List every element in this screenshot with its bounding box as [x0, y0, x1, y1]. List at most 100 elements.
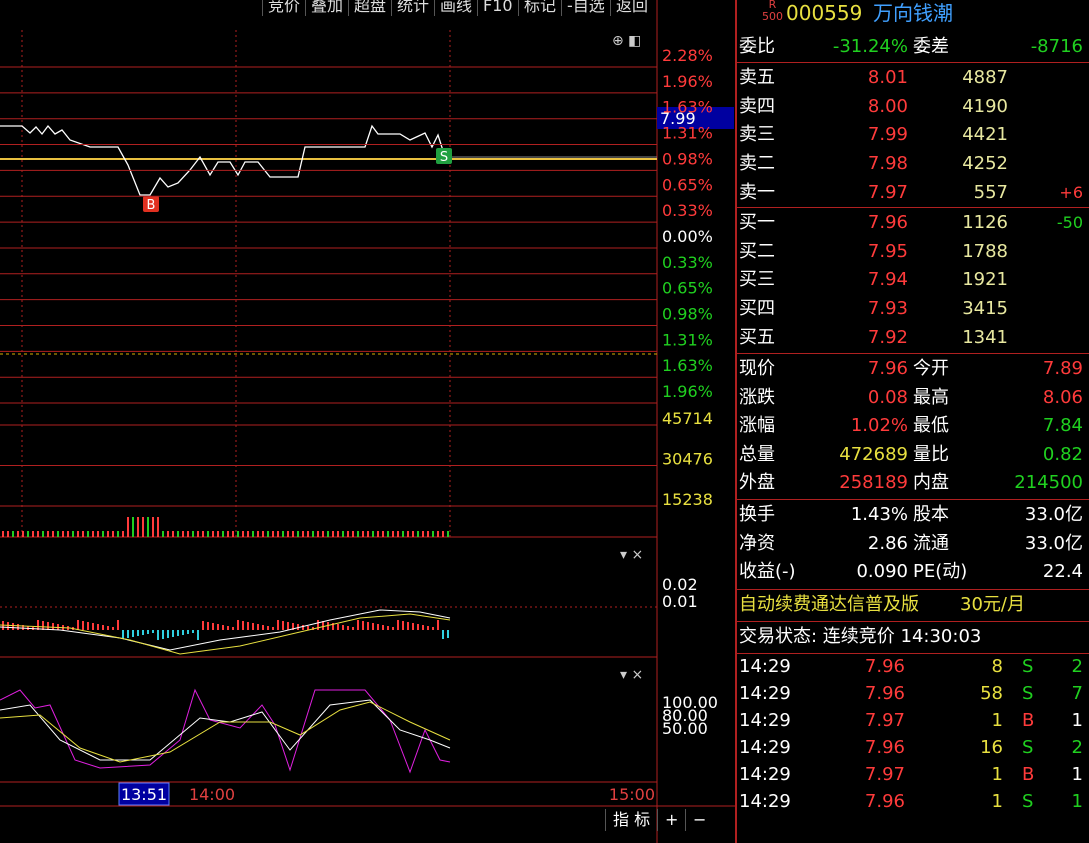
toolbar-button[interactable]: -自选	[561, 0, 610, 16]
volume-bar	[77, 531, 79, 537]
macd-bar	[42, 621, 44, 630]
macd-bar	[432, 627, 434, 630]
macd-bar	[297, 624, 299, 630]
volume-bar	[412, 531, 414, 537]
macd-dea	[0, 613, 451, 655]
volume-bar	[417, 531, 419, 537]
trade-price: 7.96	[864, 683, 905, 704]
macd-bar	[237, 620, 239, 630]
price-line	[0, 124, 446, 196]
volume-bar	[122, 531, 124, 537]
quote-label: 今开	[913, 358, 949, 379]
macd-bar	[212, 623, 214, 630]
pane-menu[interactable]: ▾ ×	[620, 667, 643, 683]
volume-bar	[287, 531, 289, 537]
chart-icons[interactable]: ⊕ ◧	[612, 33, 641, 49]
toolbar-button[interactable]: 叠加	[305, 0, 348, 16]
promo[interactable]: 自动续费通达信普及版	[739, 594, 919, 615]
sell-marker	[436, 148, 452, 164]
macd-bar	[12, 623, 14, 630]
macd-bar	[157, 630, 159, 640]
macd-bar	[17, 624, 19, 630]
volume-bar	[157, 517, 159, 537]
volume-bar	[437, 531, 439, 537]
macd-bar	[292, 623, 294, 630]
macd-bar	[307, 626, 309, 630]
macd-bar	[177, 630, 179, 636]
toolbar-button[interactable]: 返回	[610, 0, 653, 16]
volume-bar	[252, 531, 254, 537]
volume-bar	[187, 531, 189, 537]
volume-bar	[97, 531, 99, 537]
volume-bar	[82, 531, 84, 537]
buy-marker	[143, 196, 159, 212]
axis-label: 0.33%	[662, 201, 713, 220]
book-volume: 1341	[962, 326, 1008, 348]
volume-bar	[32, 531, 34, 537]
toolbar-button[interactable]: 竞价	[262, 0, 305, 16]
time-cursor: 13:51	[121, 785, 167, 804]
macd-bar	[242, 621, 244, 630]
macd-bar	[372, 623, 374, 630]
badge-bottom: 500	[762, 10, 783, 23]
v-grid	[21, 30, 451, 537]
macd-bar	[147, 630, 149, 634]
volume-bar	[162, 531, 164, 537]
toolbar-button[interactable]: 统计	[391, 0, 434, 16]
volume-bar	[132, 517, 134, 537]
macd-bar	[192, 630, 194, 633]
bottom-button[interactable]: −	[685, 809, 713, 831]
pane-menu[interactable]: ▾ ×	[620, 547, 643, 563]
macd-bar	[422, 625, 424, 630]
volume-bar	[57, 531, 59, 537]
toolbar-button[interactable]: 标记	[518, 0, 561, 16]
quote-value: 7.84	[1042, 415, 1083, 436]
quote-label: 最低	[913, 415, 949, 436]
quote-label: 现价	[739, 358, 775, 379]
toolbar-button[interactable]: 超盘	[348, 0, 391, 16]
stat-value: 2.86	[867, 532, 908, 554]
volume-bar	[242, 531, 244, 537]
macd-bar	[137, 630, 139, 636]
quote-value: 258189	[839, 472, 908, 493]
macd-bar	[447, 630, 449, 638]
promo-price[interactable]: 30元/月	[960, 594, 1025, 615]
axis-label: 0.98%	[662, 149, 713, 168]
book-label: 卖四	[739, 95, 775, 117]
volume-bar	[137, 517, 139, 537]
macd-bar	[277, 620, 279, 630]
macd-bar	[172, 630, 174, 637]
trade-side: B	[1022, 764, 1035, 785]
trade-side: B	[1022, 710, 1035, 731]
volume-bar	[392, 531, 394, 537]
stat-label: 净资	[739, 532, 775, 554]
macd-bar	[387, 626, 389, 630]
quote-label: 涨幅	[739, 415, 775, 436]
macd-bar	[287, 622, 289, 630]
volume-bar	[232, 531, 234, 537]
macd-bar	[37, 620, 39, 630]
toolbar-button[interactable]: F10	[477, 0, 518, 16]
trade-side: S	[1022, 791, 1034, 812]
volume-bar	[2, 531, 4, 537]
volume-bar	[207, 531, 209, 537]
macd-bar	[142, 630, 144, 635]
book-price: 8.01	[867, 67, 908, 88]
bottom-button[interactable]: +	[657, 809, 685, 831]
toolbar-button[interactable]: 画线	[434, 0, 477, 16]
volume-bar	[167, 531, 169, 537]
trade-time: 14:29	[739, 683, 791, 704]
volume-bar	[382, 531, 384, 537]
volume-bar	[292, 531, 294, 537]
trade-count: 1	[1071, 791, 1083, 812]
trade-count: 2	[1071, 737, 1083, 758]
trade-price: 7.96	[864, 737, 905, 758]
volume-bar	[262, 531, 264, 537]
axis-label: 1.63%	[662, 356, 713, 375]
bottom-button[interactable]: 指 标	[605, 809, 657, 831]
quote-label: 总量	[739, 443, 775, 465]
stat-label: PE(动)	[913, 561, 968, 582]
book-label: 买五	[739, 326, 775, 348]
macd-bar	[227, 626, 229, 630]
trade-time: 14:29	[739, 710, 791, 731]
